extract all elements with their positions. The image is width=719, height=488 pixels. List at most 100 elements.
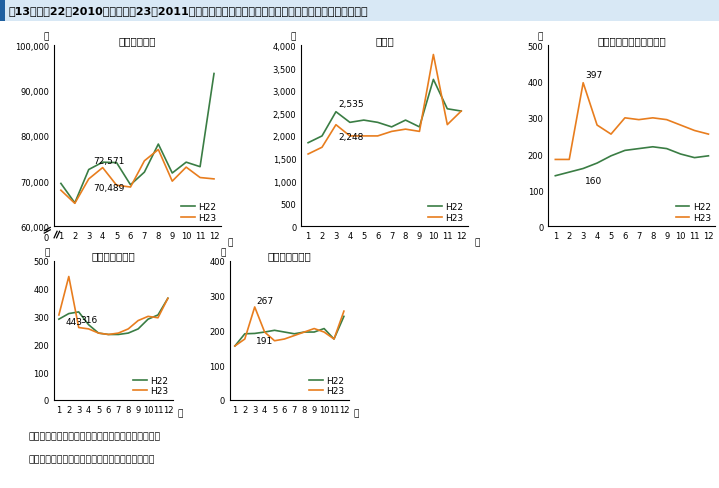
H23: [270, 338, 279, 344]
H23: [388, 129, 396, 135]
H23: [704, 132, 713, 138]
H22: [346, 120, 354, 126]
Line: H22: H22: [235, 317, 344, 346]
H22: [55, 317, 63, 323]
H23: [346, 134, 354, 140]
H22: [662, 146, 671, 152]
Text: 191: 191: [256, 337, 273, 346]
H23: [124, 326, 132, 332]
H22: [429, 77, 438, 83]
H22: [250, 331, 259, 337]
H22: [164, 296, 173, 302]
H23: [443, 122, 452, 128]
Text: 70,489: 70,489: [93, 184, 124, 193]
H23: [57, 188, 65, 194]
H22: [620, 148, 629, 154]
Text: 72,571: 72,571: [93, 157, 124, 165]
H22: [373, 120, 382, 126]
H23: [280, 336, 289, 342]
H22: [270, 328, 279, 334]
Text: 2,535: 2,535: [338, 100, 364, 109]
H23: [318, 145, 326, 151]
H23: [70, 201, 79, 207]
Text: 2,248: 2,248: [338, 133, 363, 142]
Legend: H22, H23: H22, H23: [429, 203, 464, 223]
Text: 円: 円: [538, 32, 544, 41]
Text: 月: 月: [228, 238, 233, 247]
H23: [104, 332, 113, 338]
H22: [154, 142, 162, 148]
Text: 月: 月: [178, 408, 183, 418]
H22: [231, 344, 239, 349]
Text: 443: 443: [66, 318, 83, 326]
H23: [339, 308, 348, 314]
Text: 267: 267: [256, 296, 273, 305]
Line: H22: H22: [555, 147, 708, 176]
H22: [94, 330, 103, 336]
Legend: H22, H23: H22, H23: [309, 376, 344, 396]
H23: [250, 305, 259, 310]
H23: [94, 330, 103, 336]
Text: 円: 円: [221, 248, 226, 257]
H22: [443, 106, 452, 112]
H22: [134, 326, 142, 332]
H23: [300, 329, 308, 335]
H23: [579, 81, 587, 86]
H22: [565, 170, 574, 176]
H23: [690, 128, 699, 134]
Line: H23: H23: [235, 307, 344, 346]
H22: [690, 155, 699, 161]
H23: [607, 132, 615, 138]
H22: [649, 144, 657, 150]
Bar: [0, 0, 5, 21]
H22: [182, 160, 191, 166]
H23: [74, 325, 83, 331]
H22: [388, 124, 396, 130]
Text: 月: 月: [475, 238, 480, 247]
Title: （カップめん）: （カップめん）: [91, 250, 135, 260]
H23: [55, 312, 63, 318]
H22: [304, 141, 313, 146]
H23: [240, 336, 249, 342]
H22: [196, 164, 204, 170]
Line: H22: H22: [308, 80, 461, 143]
Text: 月: 月: [354, 408, 359, 418]
H22: [592, 161, 601, 167]
H23: [126, 185, 134, 191]
H22: [704, 154, 713, 160]
Text: 316: 316: [81, 315, 98, 324]
Line: H22: H22: [61, 74, 214, 203]
H23: [154, 147, 162, 153]
H22: [635, 146, 644, 152]
Text: 0: 0: [44, 233, 49, 242]
H22: [240, 331, 249, 337]
H23: [330, 336, 339, 342]
H22: [168, 171, 177, 177]
H23: [65, 274, 73, 280]
H23: [662, 118, 671, 123]
H22: [457, 109, 465, 115]
H23: [320, 329, 329, 335]
Legend: H22, H23: H22, H23: [676, 203, 711, 223]
H22: [260, 329, 269, 335]
H23: [168, 179, 177, 185]
H23: [331, 122, 340, 128]
Text: 397: 397: [585, 71, 603, 80]
H23: [415, 129, 423, 135]
H23: [210, 177, 219, 183]
Text: 160: 160: [585, 177, 603, 185]
H23: [164, 296, 173, 302]
H23: [457, 109, 465, 115]
H22: [154, 312, 162, 318]
H22: [99, 160, 107, 166]
H22: [124, 330, 132, 336]
H23: [592, 123, 601, 129]
Text: 円: 円: [45, 248, 50, 257]
H22: [210, 71, 219, 77]
H22: [140, 170, 149, 176]
H23: [260, 329, 269, 335]
H22: [551, 173, 559, 179]
Title: （食料全体）: （食料全体）: [119, 36, 156, 45]
H22: [70, 201, 79, 206]
H22: [57, 181, 65, 187]
